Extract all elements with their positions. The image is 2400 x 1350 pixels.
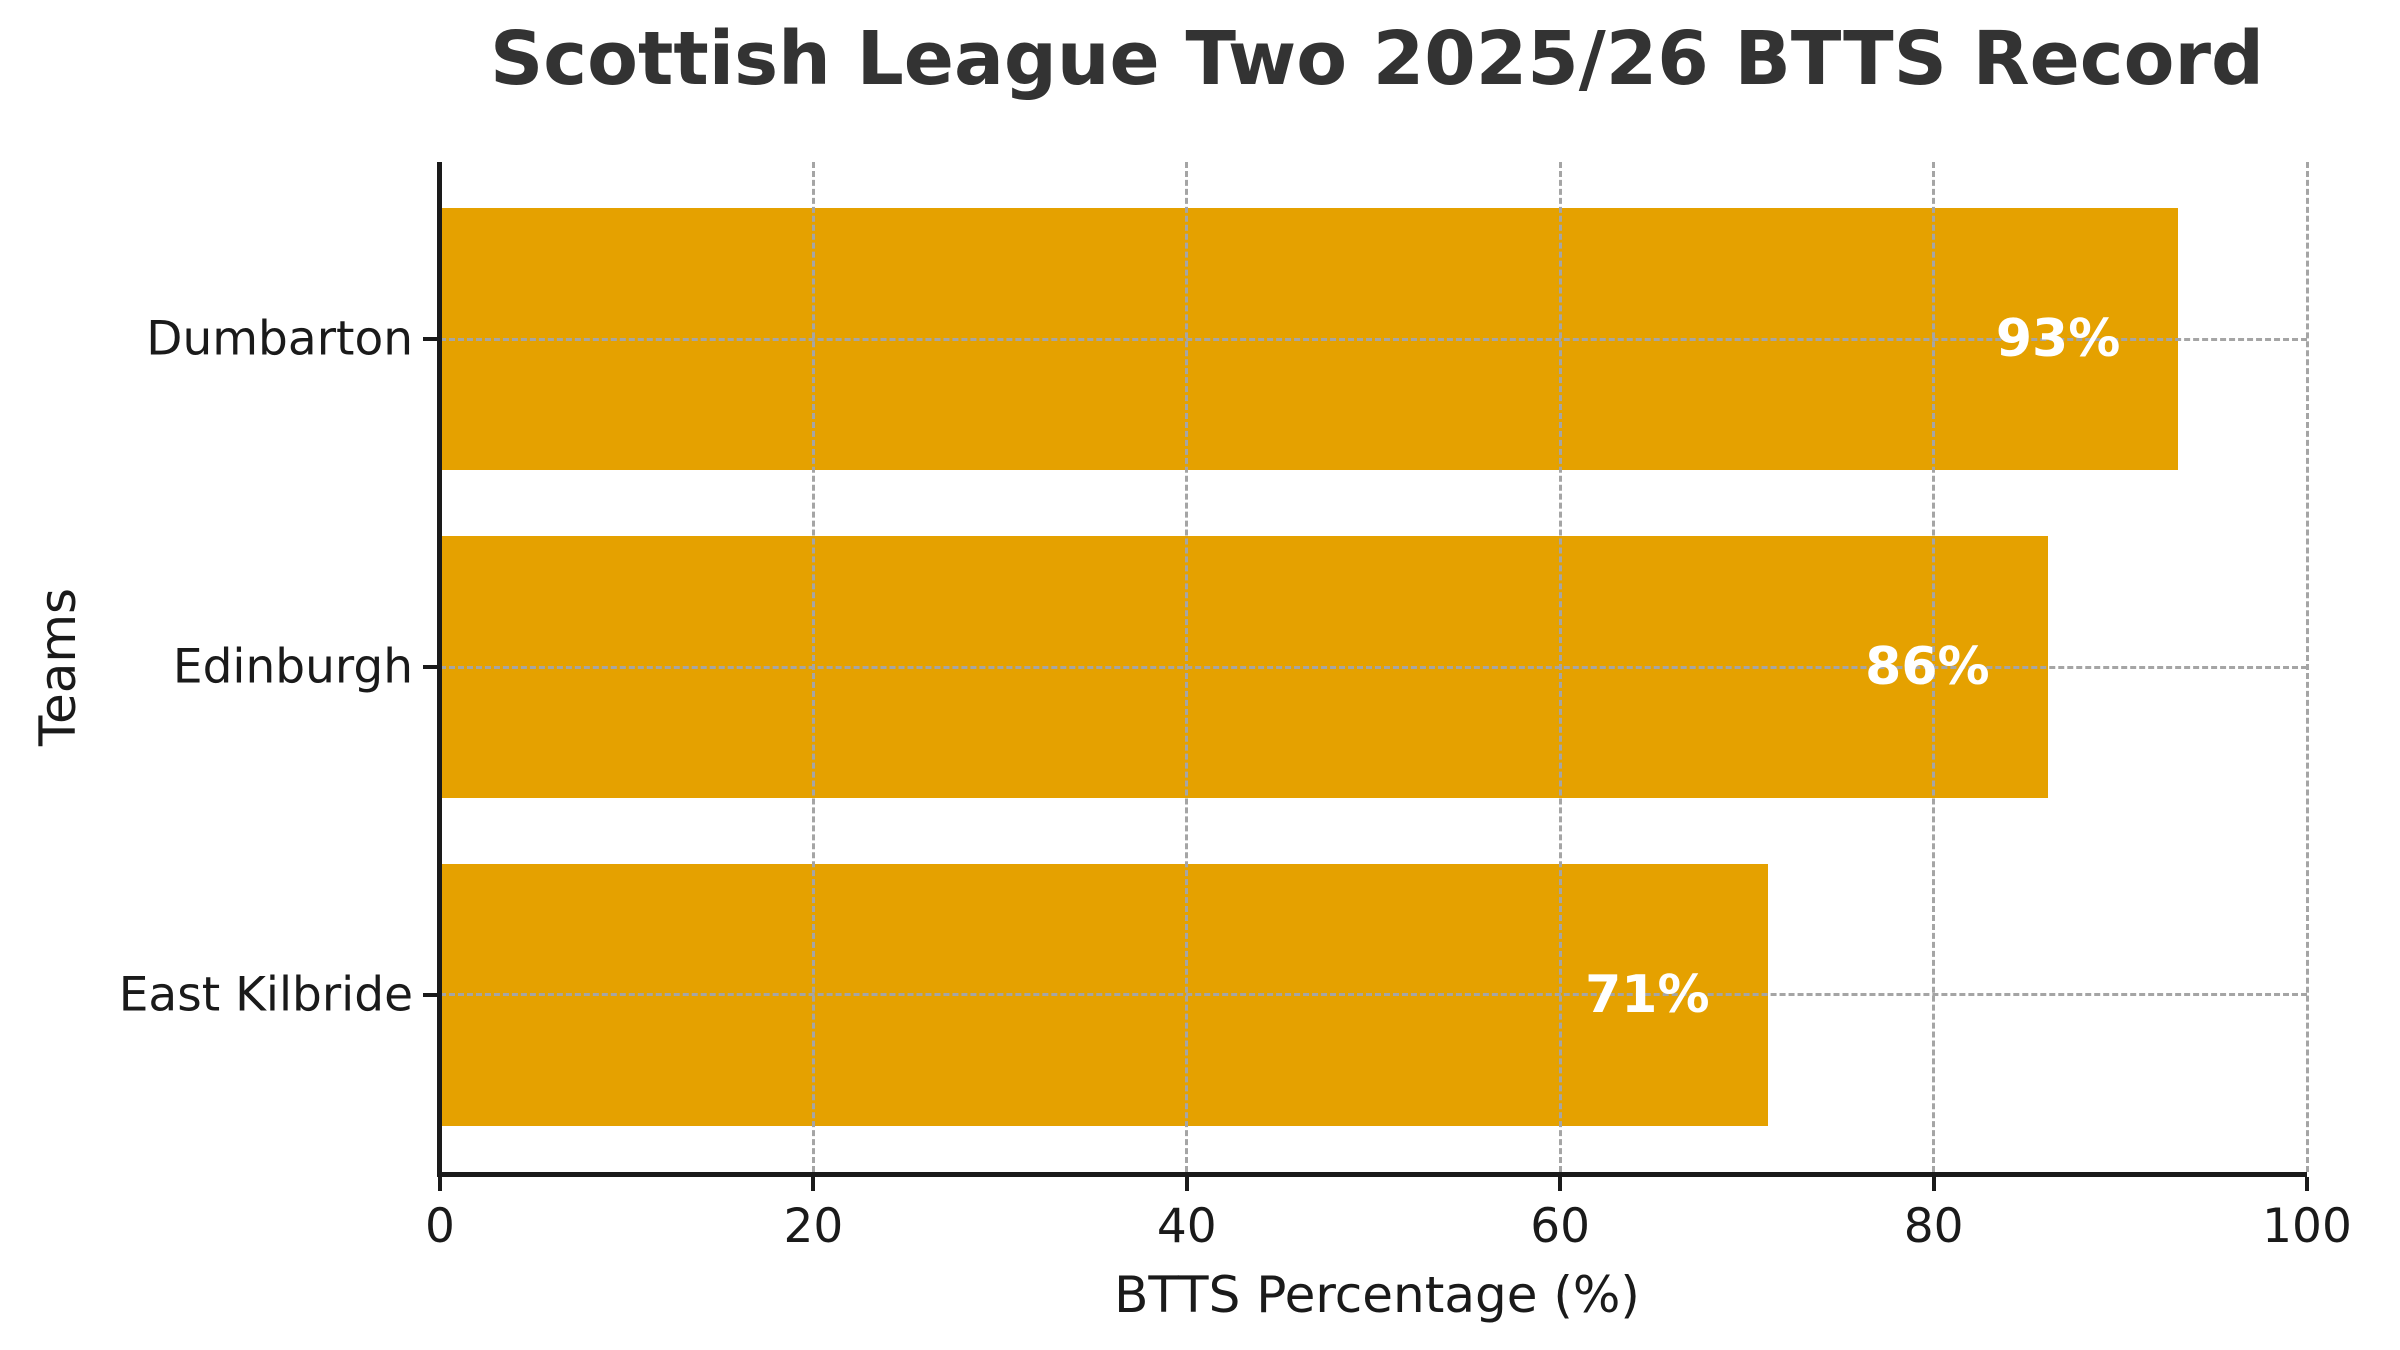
- y-tick-east-kilbride: [423, 992, 437, 997]
- x-axis-label: BTTS Percentage (%): [1114, 1266, 1640, 1324]
- y-axis-spine: [437, 162, 442, 1177]
- x-tick-100: [2305, 1177, 2309, 1191]
- x-tick-40: [1184, 1177, 1189, 1191]
- x-tick-20: [811, 1177, 816, 1191]
- category-label-east-kilbride: East Kilbride: [118, 967, 413, 1023]
- gridline-y-edinburgh: [440, 665, 2307, 669]
- category-label-dumbarton: Dumbarton: [146, 311, 413, 367]
- x-tick-60: [1558, 1177, 1563, 1191]
- x-tick-label-100: 100: [2262, 1199, 2352, 1254]
- x-tick-label-20: 20: [783, 1199, 844, 1254]
- x-tick-0: [438, 1177, 442, 1191]
- x-tick-80: [1931, 1177, 1936, 1191]
- value-label-east-kilbride: 71%: [1585, 964, 1710, 1025]
- gridline-y-dumbarton: [440, 337, 2307, 341]
- x-tick-label-0: 0: [425, 1199, 455, 1254]
- value-label-edinburgh: 86%: [1865, 637, 1990, 697]
- gridline-y-east-kilbride: [440, 993, 2307, 997]
- x-tick-label-60: 60: [1530, 1199, 1591, 1254]
- gridline-x-100: [2305, 162, 2309, 1172]
- chart-title: Scottish League Two 2025/26 BTTS Record: [490, 16, 2264, 102]
- y-tick-edinburgh: [423, 665, 437, 669]
- x-axis-spine: [437, 1172, 2307, 1177]
- x-tick-label-40: 40: [1156, 1199, 1217, 1254]
- y-tick-dumbarton: [423, 337, 437, 342]
- category-label-edinburgh: Edinburgh: [172, 639, 413, 695]
- x-tick-label-80: 80: [1903, 1199, 1964, 1254]
- value-label-dumbarton: 93%: [1995, 309, 2121, 370]
